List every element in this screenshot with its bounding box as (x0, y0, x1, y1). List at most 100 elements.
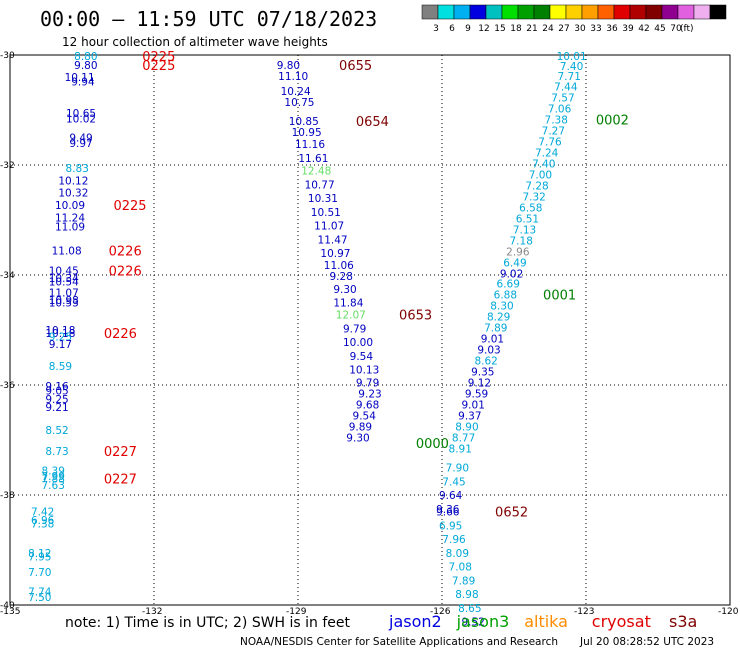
lat-tick-label: -40 (0, 601, 15, 611)
swh-value: 9.25 (45, 394, 68, 406)
time-label: 0002 (596, 113, 629, 128)
time-label: 0654 (356, 115, 389, 130)
swh-value: 7.89 (484, 322, 507, 334)
scale-swatch (437, 4, 455, 20)
swh-value: 6.69 (497, 278, 520, 290)
scale-label: 42 (638, 24, 649, 34)
swh-value: 6.96 (31, 515, 55, 527)
time-label: 0227 (104, 445, 137, 460)
time-label: 0652 (495, 506, 528, 521)
swh-value: 9.80 (277, 60, 300, 72)
swh-value: 12.48 (301, 166, 331, 178)
swh-value: 7.71 (558, 71, 581, 83)
scale-label: 18 (510, 24, 522, 34)
time-label: 0225 (142, 50, 175, 65)
satellite-legend: jason2 jason3 altika cryosat s3a (388, 612, 697, 631)
swh-value: 11.47 (318, 234, 348, 246)
scale-swatch (421, 4, 439, 20)
lat-tick-label: -38 (0, 491, 15, 501)
swh-value: 9.66 (436, 507, 460, 519)
swh-value: 7.95 (28, 552, 51, 564)
legend-entry: cryosat (592, 612, 651, 631)
swh-value: 8.98 (455, 589, 478, 601)
scale-label: 6 (449, 24, 455, 34)
swh-value: 7.76 (538, 136, 562, 148)
time-label: 0653 (399, 309, 432, 324)
swh-value: 10.32 (58, 188, 88, 200)
latitude-ticks: -30 -32 -34 -36 -38 -40 (0, 51, 15, 611)
scale-swatch (581, 4, 599, 20)
swh-value: 8.39 (42, 465, 65, 477)
color-scale: 3 6 9 12 15 18 21 24 27 30 33 36 39 42 45 70(ft) (421, 4, 727, 34)
swh-value: 11.07 (314, 221, 344, 233)
swh-value: 7.70 (28, 567, 51, 579)
swh-value: 10.51 (311, 207, 341, 219)
scale-swatch (485, 4, 503, 20)
swh-value: 6.51 (516, 213, 539, 225)
swh-value: 10.24 (281, 86, 311, 98)
swh-value: 7.90 (446, 463, 469, 475)
swh-value: 8.91 (449, 443, 472, 455)
swh-value: 9.30 (346, 432, 369, 444)
swh-value: 9.28 (330, 271, 353, 283)
lon-tick-label: -129 (286, 607, 307, 617)
swh-value: 9.79 (343, 323, 366, 335)
scale-label: 70 (670, 24, 682, 34)
swh-value: 11.08 (52, 245, 82, 257)
footer-timestamp: Jul 20 08:28:52 UTC 2023 (579, 636, 714, 648)
swh-value: 7.89 (452, 575, 475, 587)
scale-label: 33 (590, 24, 601, 34)
swh-value: 8.12 (28, 548, 51, 560)
swh-value: 10.00 (343, 337, 373, 349)
swh-value: 9.97 (69, 138, 92, 150)
swh-value: 7.18 (510, 235, 533, 247)
time-label: 0225 (113, 199, 146, 214)
swh-value: 10.09 (55, 200, 85, 212)
legend-entry: s3a (669, 612, 697, 631)
swh-value: 9.80 (74, 60, 97, 72)
swh-value: 11.24 (55, 212, 85, 224)
swh-value: 8.09 (446, 548, 469, 560)
time-label: 0227 (104, 473, 137, 488)
scale-swatch (517, 4, 535, 20)
swh-value: 11.09 (55, 222, 85, 234)
page-title: 00:00 – 11:59 UTC 07/18/2023 (40, 7, 377, 31)
scale-swatch (645, 4, 663, 20)
scale-swatch (533, 4, 551, 20)
swh-value: 9.54 (350, 351, 374, 363)
swh-value: 9.54 (353, 410, 377, 422)
scale-swatch (709, 4, 727, 20)
swh-value: 7.27 (542, 125, 565, 137)
swh-value: 8.52 (45, 425, 68, 437)
swh-value: 8.80 (74, 51, 97, 63)
page-subtitle: 12 hour collection of altimeter wave hei… (62, 35, 328, 49)
swh-value: 10.95 (292, 127, 322, 139)
lat-tick-label: -32 (0, 161, 15, 171)
time-label: 0000 (416, 437, 449, 452)
swh-value: 7.13 (513, 224, 536, 236)
time-label: 0226 (104, 327, 137, 342)
swh-value: 11.61 (298, 153, 328, 165)
swh-value: 10.65 (66, 108, 96, 120)
time-label: 0001 (543, 288, 576, 303)
swh-value: 9.02 (500, 268, 523, 280)
lon-tick-label: -126 (430, 607, 451, 617)
swh-value: 9.01 (462, 399, 485, 411)
scale-label: 36 (606, 24, 618, 34)
swh-value: 7.74 (28, 586, 52, 598)
swh-value: 9.23 (358, 388, 381, 400)
scale-swatch (549, 4, 567, 20)
swh-value: 7.38 (545, 114, 568, 126)
scale-label: 27 (558, 24, 569, 34)
swh-value: 9.05 (45, 386, 68, 398)
swh-value: 10.11 (65, 72, 95, 84)
swh-value: 11.06 (324, 260, 354, 272)
lon-tick-label: -123 (574, 607, 594, 617)
scale-swatch (469, 4, 487, 20)
footer-note: note: 1) Time is in UTC; 2) SWH is in fe… (65, 615, 351, 631)
swh-value: 10.85 (289, 116, 319, 128)
swh-value: 10.54 (49, 277, 79, 289)
scale-swatch (629, 4, 647, 20)
swh-value: 7.42 (31, 507, 54, 519)
scale-label: (ft) (680, 24, 694, 34)
